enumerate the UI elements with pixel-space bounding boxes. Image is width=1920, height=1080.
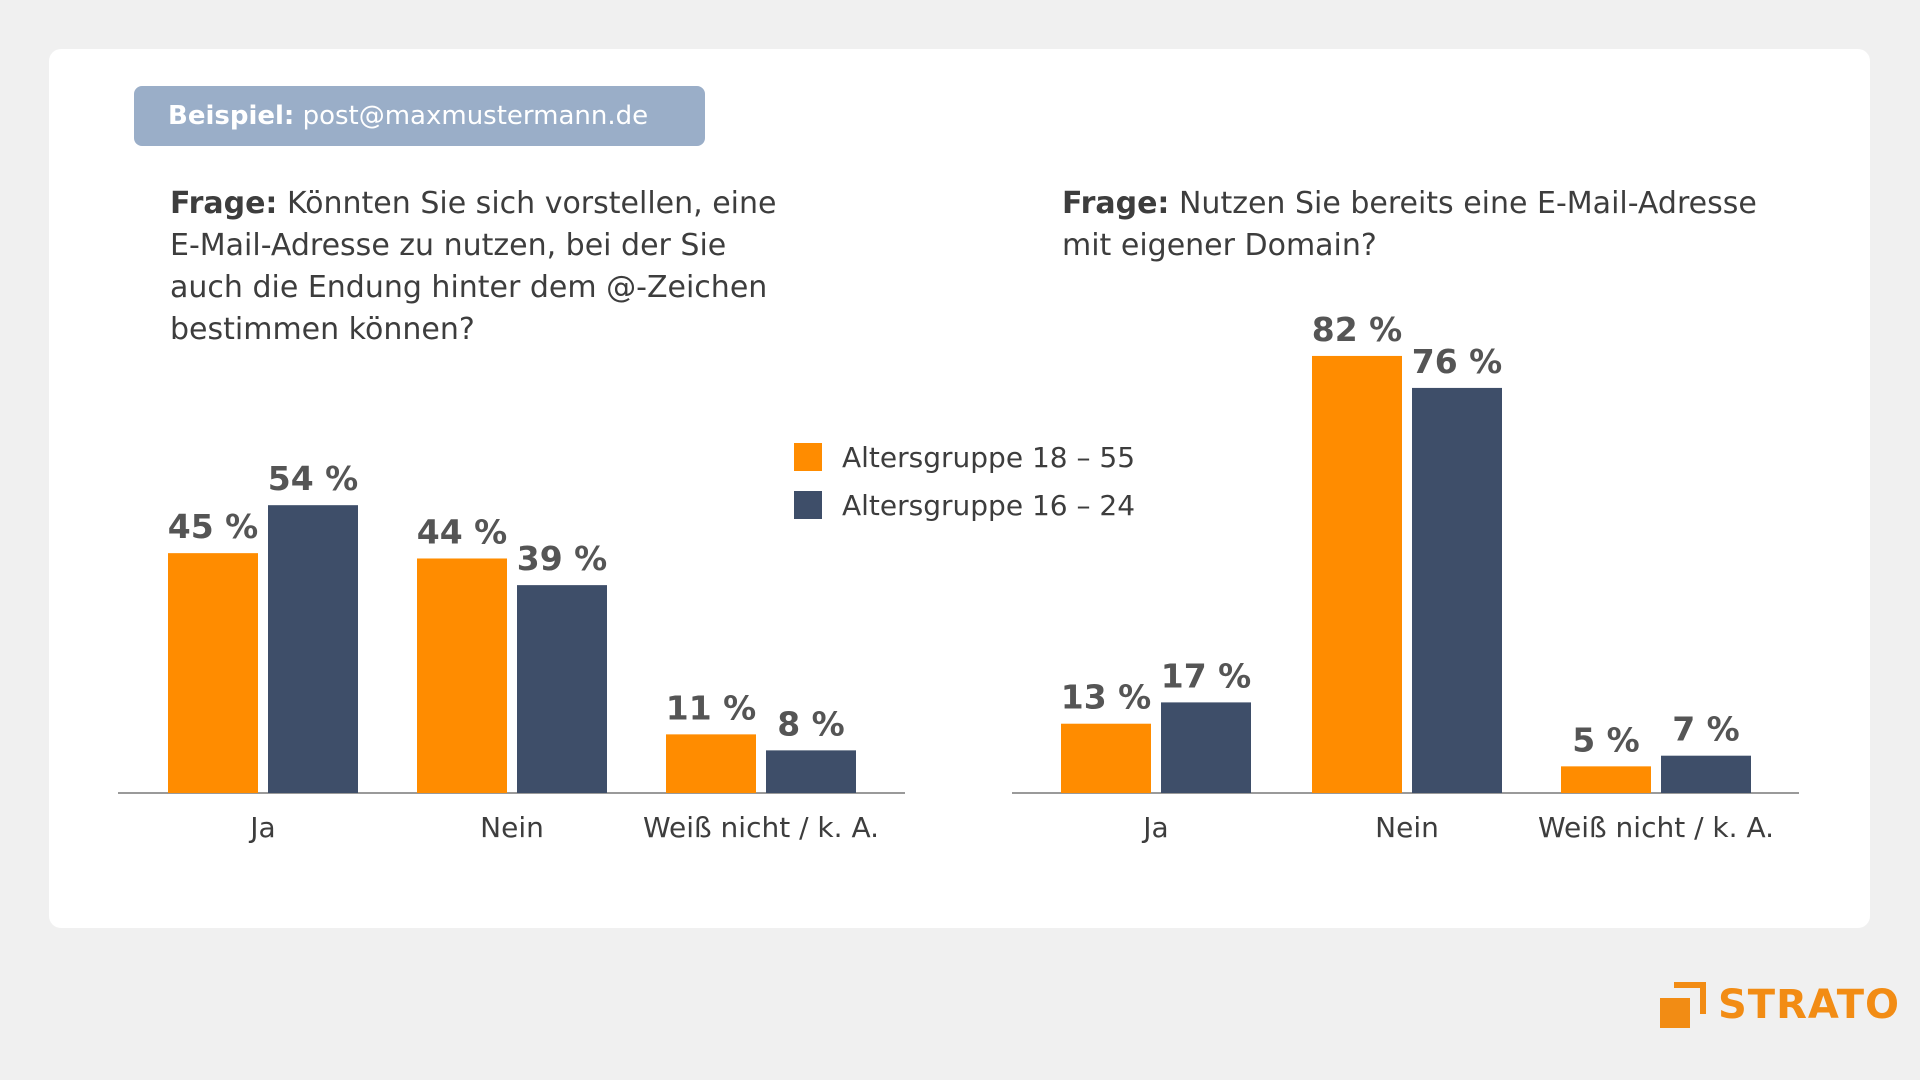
bar-label-left-0-0: 45 %	[168, 507, 258, 546]
bar-label-left-2-0: 11 %	[666, 688, 756, 727]
strato-logo: STRATO	[1660, 980, 1900, 1030]
bar-right-2-0	[1561, 766, 1651, 793]
bar-left-1-0	[417, 558, 507, 793]
bar-left-1-1	[517, 585, 607, 793]
question-left-label: Frage:	[170, 186, 278, 221]
strato-logo-icon	[1660, 982, 1706, 1028]
question-right: Frage: Nutzen Sie bereits eine E-Mail-Ad…	[1062, 183, 1782, 267]
bar-left-0-1	[268, 505, 358, 793]
bar-label-right-0-1: 17 %	[1161, 656, 1251, 695]
category-label-left-2: Weiß nicht / k. A.	[643, 811, 879, 844]
question-left-text: Könnten Sie sich vorstellen, eine E-Mail…	[170, 186, 777, 347]
bar-label-right-1-1: 76 %	[1412, 342, 1502, 381]
bar-label-left-1-0: 44 %	[417, 512, 507, 551]
legend-label-1624: Altersgruppe 16 – 24	[842, 488, 1136, 522]
bar-left-2-0	[666, 734, 756, 793]
bar-label-left-0-1: 54 %	[268, 459, 358, 498]
strato-logo-text: STRATO	[1718, 982, 1901, 1028]
bar-right-2-1	[1661, 755, 1751, 793]
category-label-right-2: Weiß nicht / k. A.	[1538, 811, 1774, 844]
legend: Altersgruppe 18 – 55 Altersgruppe 16 – 2…	[794, 433, 1135, 529]
bar-right-1-1	[1412, 387, 1502, 793]
bar-label-right-1-0: 82 %	[1312, 310, 1402, 349]
legend-swatch-1624	[794, 491, 822, 519]
legend-item-1855: Altersgruppe 18 – 55	[794, 433, 1135, 481]
bar-label-right-2-0: 5 %	[1572, 720, 1640, 759]
question-right-label: Frage:	[1062, 186, 1170, 221]
bar-label-right-0-0: 13 %	[1061, 678, 1151, 717]
category-label-left-1: Nein	[480, 811, 544, 844]
legend-item-1624: Altersgruppe 16 – 24	[794, 481, 1135, 529]
example-label: Beispiel:	[168, 101, 295, 131]
bar-right-1-0	[1312, 355, 1402, 793]
bar-right-0-0	[1061, 723, 1151, 793]
question-left: Frage: Könnten Sie sich vorstellen, eine…	[170, 183, 790, 351]
bar-label-right-2-1: 7 %	[1672, 710, 1740, 749]
category-label-left-0: Ja	[248, 811, 275, 844]
bar-left-2-1	[766, 750, 856, 793]
question-right-text: Nutzen Sie bereits eine E-Mail-Adresse m…	[1062, 186, 1757, 263]
category-label-right-0: Ja	[1141, 811, 1168, 844]
bar-label-left-1-1: 39 %	[517, 539, 607, 578]
legend-swatch-1855	[794, 443, 822, 471]
legend-label-1855: Altersgruppe 18 – 55	[842, 440, 1136, 474]
example-value: post@maxmustermann.de	[302, 101, 649, 131]
bar-right-0-1	[1161, 702, 1251, 793]
bar-left-0-0	[168, 553, 258, 793]
bar-label-left-2-1: 8 %	[777, 704, 845, 743]
category-label-right-1: Nein	[1375, 811, 1439, 844]
example-badge: Beispiel: post@maxmustermann.de	[134, 86, 705, 146]
